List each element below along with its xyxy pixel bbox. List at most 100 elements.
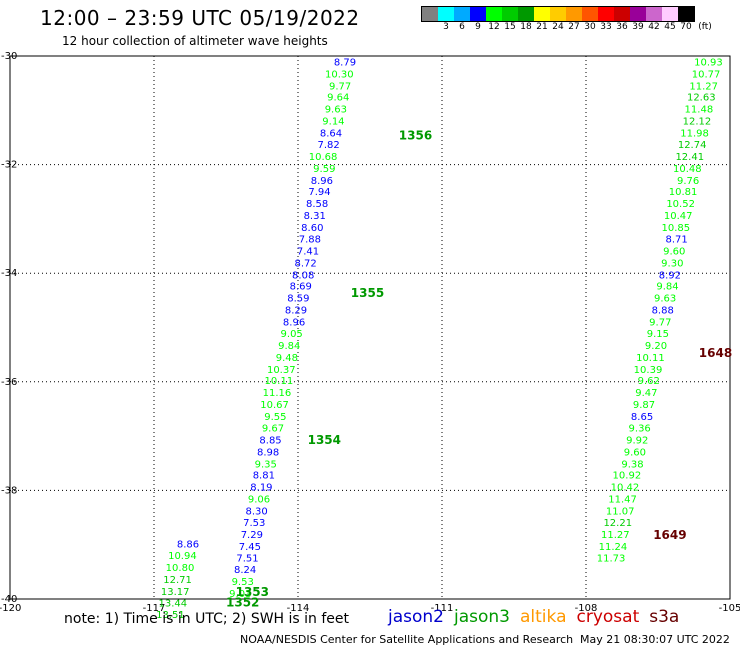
color-scale-label: 15 (504, 22, 516, 32)
wave-height-value: 9.84 (278, 341, 300, 352)
wave-height-value: 9.77 (329, 81, 351, 92)
y-tick-label: -40 (1, 594, 17, 605)
color-scale-label: 70 (680, 22, 692, 32)
color-scale-swatch (646, 7, 662, 21)
satellite-legend-item: jason2 (388, 607, 444, 627)
wave-height-value: 8.72 (294, 258, 316, 269)
color-scale-swatch (470, 7, 486, 21)
wave-height-value: 12.63 (687, 93, 716, 104)
wave-height-value: 10.68 (309, 152, 338, 163)
wave-height-value: 8.59 (287, 294, 309, 305)
wave-height-value: 9.62 (638, 376, 660, 387)
color-scale-label: 42 (648, 22, 660, 32)
wave-height-value: 10.67 (260, 400, 289, 411)
wave-height-value: 10.11 (265, 376, 294, 387)
color-scale-swatch (438, 7, 454, 21)
color-scale-swatch (678, 7, 694, 21)
wave-height-value: 8.86 (177, 540, 199, 551)
wave-height-value: 8.92 (659, 270, 681, 281)
satellite-legend-item: cryosat (576, 607, 640, 627)
wave-height-value: 7.94 (308, 187, 330, 198)
wave-height-value: 9.55 (264, 412, 286, 423)
wave-height-value: 8.24 (234, 565, 256, 576)
wave-height-value: 8.69 (290, 282, 312, 293)
color-scale-swatch (662, 7, 678, 21)
color-scale-label: 45 (664, 22, 676, 32)
x-tick-label: -105 (719, 603, 740, 614)
wave-height-value: 7.45 (239, 542, 261, 553)
color-scale-swatch (502, 7, 518, 21)
wave-height-value: 9.47 (635, 388, 657, 399)
x-tick-label: -120 (0, 603, 21, 614)
wave-height-value: 9.15 (647, 329, 669, 340)
wave-height-value: 13.17 (161, 587, 190, 598)
wave-height-value: 10.11 (636, 353, 665, 364)
wave-height-value: 10.42 (611, 483, 640, 494)
wave-height-value: 10.52 (666, 199, 695, 210)
wave-height-value: 8.58 (306, 199, 328, 210)
wave-height-value: 10.77 (692, 69, 721, 80)
color-scale-label: 30 (584, 22, 596, 32)
y-tick-label: -34 (1, 268, 17, 279)
pass-number-label: 1353 (236, 585, 269, 599)
wave-height-value: 12.71 (163, 575, 192, 586)
wave-height-value: 10.39 (634, 365, 663, 376)
wave-height-value: 9.48 (276, 353, 298, 364)
satellite-legend-item: s3a (649, 607, 680, 627)
color-scale-swatch (630, 7, 646, 21)
wave-height-value: 9.60 (663, 246, 685, 257)
wave-height-value: 9.87 (633, 400, 655, 411)
wave-height-value: 8.30 (245, 506, 267, 517)
wave-height-value: 11.24 (599, 542, 628, 553)
wave-height-value: 8.81 (253, 471, 275, 482)
footer-note: note: 1) Time is in UTC; 2) SWH is in fe… (64, 611, 350, 627)
color-scale-swatch (614, 7, 630, 21)
x-tick-label: -117 (143, 603, 166, 614)
wave-height-value: 9.06 (248, 495, 270, 506)
wave-height-value: 10.81 (669, 187, 698, 198)
wave-height-value: 9.84 (656, 282, 678, 293)
wave-height-value: 9.20 (645, 341, 667, 352)
chart-subtitle: 12 hour collection of altimeter wave hei… (62, 34, 328, 48)
color-scale-bar (421, 6, 695, 22)
wave-height-value: 10.93 (694, 57, 723, 68)
wave-height-value: 11.27 (601, 530, 630, 541)
wave-height-value: 10.47 (664, 211, 693, 222)
footer-credit: NOAA/NESDIS Center for Satellite Applica… (240, 633, 574, 646)
wave-height-value: 9.60 (624, 447, 646, 458)
color-scale-label: 33 (600, 22, 612, 32)
wave-height-value: 11.27 (689, 81, 718, 92)
color-scale-label: 3 (443, 22, 449, 32)
wave-height-value: 8.31 (304, 211, 326, 222)
color-scale-label: 21 (536, 22, 548, 32)
y-tick-label: -36 (1, 377, 17, 388)
wave-height-value: 9.77 (649, 318, 671, 329)
wave-height-value: 12.41 (675, 152, 704, 163)
color-scale-swatch (582, 7, 598, 21)
wave-height-value: 12.74 (678, 140, 707, 151)
x-tick-label: -111 (431, 603, 454, 614)
chart-title: 12:00 – 23:59 UTC 05/19/2022 (40, 6, 360, 30)
wave-height-value: 7.29 (241, 530, 263, 541)
wave-height-value: 9.35 (255, 459, 277, 470)
color-scale-label: 39 (632, 22, 644, 32)
color-scale-label: 18 (520, 22, 532, 32)
color-scale-label: 6 (459, 22, 465, 32)
wave-height-value: 9.38 (621, 459, 643, 470)
y-tick-label: -32 (1, 160, 17, 171)
wave-height-value: 11.16 (263, 388, 292, 399)
wave-height-value: 8.96 (311, 176, 333, 187)
satellite-legend-item: altika (520, 607, 567, 627)
wave-height-value: 8.60 (301, 223, 323, 234)
wave-height-value: 10.80 (166, 563, 195, 574)
color-scale-unit: (ft) (698, 22, 712, 32)
wave-height-value: 8.19 (250, 483, 272, 494)
wave-height-value: 8.88 (652, 306, 674, 317)
wave-height-value: 8.08 (292, 270, 314, 281)
wave-height-value: 7.41 (297, 246, 319, 257)
y-tick-label: -30 (1, 51, 17, 62)
color-scale-swatch (518, 7, 534, 21)
wave-height-value: 9.64 (327, 93, 349, 104)
wave-height-value: 9.63 (325, 105, 347, 116)
